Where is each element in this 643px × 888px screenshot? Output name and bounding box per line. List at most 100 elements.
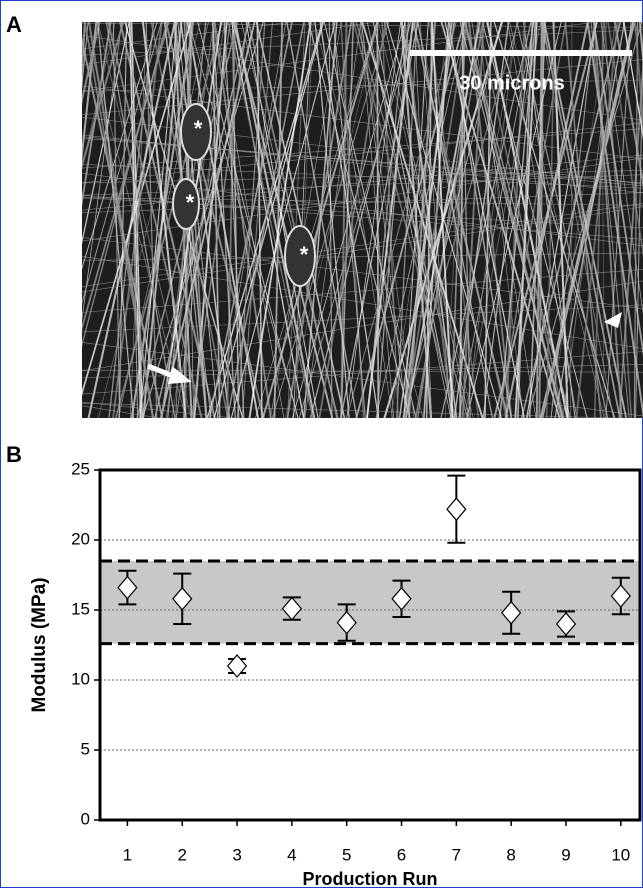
fiber	[255, 22, 377, 418]
fiber	[154, 22, 250, 418]
fiber	[214, 22, 285, 418]
fiber	[227, 22, 314, 418]
fiber	[613, 22, 643, 189]
fiber	[270, 22, 342, 418]
fiber	[564, 22, 602, 418]
fiber	[0, 10, 73, 430]
y-axis-label: Modulus (MPa)	[29, 577, 50, 712]
fiber	[271, 22, 390, 418]
fiber	[261, 22, 379, 418]
fiber	[82, 252, 643, 261]
y-tick-label: 5	[81, 739, 90, 758]
fiber	[82, 128, 643, 169]
marker: *	[194, 116, 203, 141]
fiber	[82, 342, 643, 417]
fiber	[82, 136, 643, 187]
fiber	[82, 157, 643, 242]
fiber	[444, 22, 525, 418]
fiber	[541, 22, 636, 418]
fiber	[82, 122, 643, 184]
fiber	[82, 22, 295, 50]
fiber	[398, 22, 455, 418]
fiber	[97, 22, 201, 418]
fiber	[295, 22, 314, 418]
fiber	[82, 29, 643, 56]
fiber	[482, 22, 534, 418]
fiber	[82, 22, 125, 170]
fiber	[82, 34, 643, 121]
y-tick-label: 10	[71, 669, 90, 688]
x-tick-label: 4	[287, 845, 296, 864]
fiber	[82, 170, 643, 184]
diamond-marker	[226, 654, 248, 678]
fiber	[377, 22, 474, 418]
fiber	[477, 22, 565, 418]
fiber	[82, 206, 643, 293]
fiber	[504, 22, 589, 418]
fiber	[493, 22, 598, 418]
fiber	[340, 22, 354, 418]
fiber	[112, 22, 163, 418]
x-tick-label: 8	[506, 845, 515, 864]
fiber	[256, 22, 263, 418]
fiber	[97, 22, 135, 418]
fiber	[82, 22, 158, 270]
fiber	[586, 22, 643, 418]
fiber	[355, 22, 466, 418]
fiber	[481, 22, 588, 418]
fiber	[82, 22, 168, 348]
fiber	[340, 22, 348, 418]
x-axis-label: Production Run	[303, 869, 438, 888]
fiber	[412, 22, 509, 418]
fiber	[191, 22, 249, 418]
x-tick-label: 2	[177, 845, 186, 864]
fiber	[304, 22, 361, 418]
fiber	[607, 22, 643, 258]
x-tick-label: 10	[611, 845, 630, 864]
fiber	[593, 22, 623, 418]
x-tick-label: 3	[232, 845, 241, 864]
x-tick-label: 1	[123, 845, 132, 864]
fiber	[82, 402, 624, 418]
fiber	[54, 10, 61, 430]
diamond-marker	[172, 586, 193, 611]
fiber	[550, 22, 608, 418]
fiber	[520, 22, 622, 418]
x-tick-label: 5	[342, 845, 351, 864]
fiber	[107, 22, 203, 418]
fiber	[82, 22, 599, 92]
fiber	[255, 22, 346, 418]
fiber	[188, 22, 299, 418]
diamond-marker	[446, 497, 467, 522]
fiber	[425, 22, 433, 418]
fiber	[248, 22, 312, 418]
fiber	[82, 22, 162, 305]
fiber	[82, 22, 112, 208]
fiber	[208, 22, 293, 418]
fiber	[31, 10, 63, 430]
diamond-marker	[117, 575, 138, 600]
fiber	[82, 116, 643, 185]
y-tick-label: 15	[71, 599, 90, 618]
fiber	[141, 22, 187, 418]
fiber	[82, 79, 643, 92]
fiber	[286, 22, 358, 418]
fiber	[346, 22, 402, 418]
fiber	[82, 164, 643, 189]
fiber	[226, 22, 236, 418]
arrow-head	[604, 312, 622, 328]
fiber	[82, 401, 238, 418]
x-tick-label: 6	[397, 845, 406, 864]
bead	[180, 103, 212, 161]
scale-bar-label: 30 microns	[459, 72, 565, 94]
fiber	[545, 22, 556, 418]
fiber	[461, 22, 485, 418]
fiber	[213, 22, 325, 418]
plot: 0 5 10 15 20 25 1 2 3 4 5 6 7 8 9 10	[71, 459, 642, 864]
fiber	[554, 22, 626, 418]
fiber	[449, 22, 518, 418]
fiber	[550, 22, 596, 418]
fiber	[82, 269, 643, 313]
fiber	[97, 22, 192, 418]
